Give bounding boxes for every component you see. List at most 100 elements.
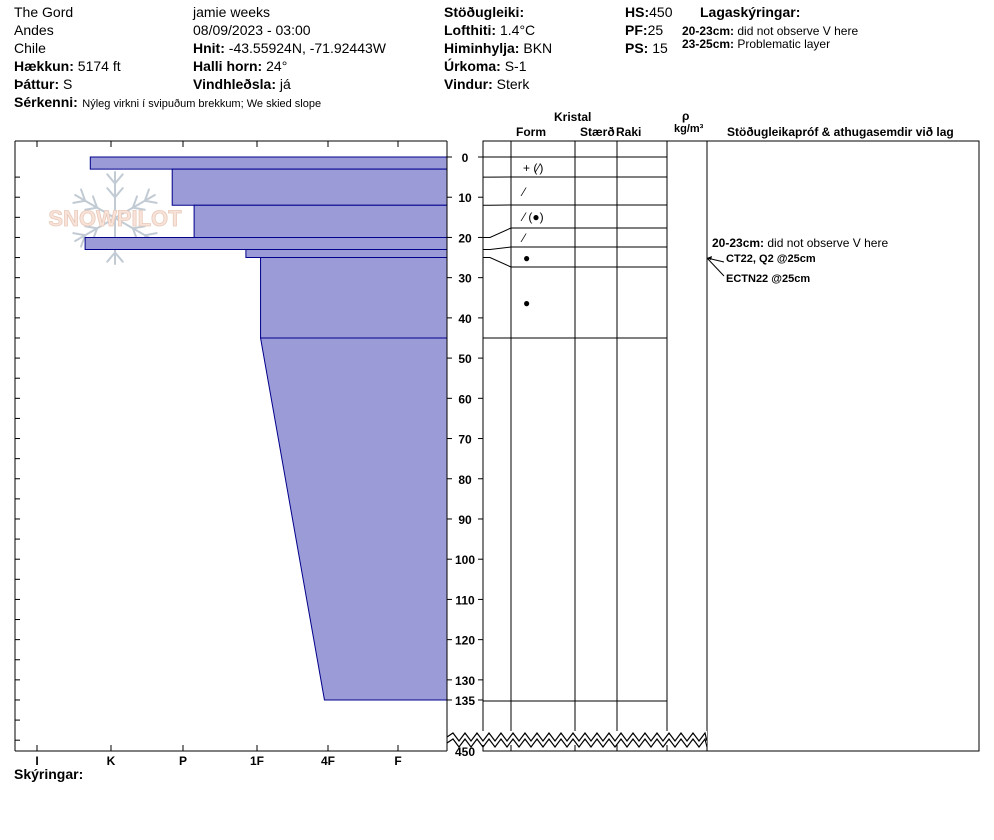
features-label: Sérkenni:	[14, 94, 78, 110]
hardness-axis: I K P 1F 4F F	[35, 141, 402, 768]
hardness-layer	[171, 168, 448, 206]
hardness-layer	[193, 204, 448, 238]
sky-cover-value: BKN	[523, 40, 553, 56]
features: Sérkenni: Nýleg virkni í svipuðum brekku…	[14, 95, 321, 111]
hardness-frame	[14, 140, 447, 752]
snowflake-icon	[131, 195, 139, 209]
zigzag-gap	[448, 731, 707, 745]
wind-loading: Vindhleðsla: já	[193, 77, 291, 91]
arrow-icon	[707, 256, 712, 260]
pf-value: 25	[647, 22, 664, 38]
snowflake-icon	[131, 206, 146, 211]
snowflake-icon	[106, 173, 116, 185]
precipitation-label: Úrkoma:	[444, 58, 501, 74]
coordinates-label: Hnit:	[193, 40, 225, 56]
depth-tick-label: 135	[455, 694, 475, 708]
slope-angle: Halli horn: 24°	[193, 59, 287, 73]
depth-connector	[483, 257, 512, 268]
depth-break-zigzag	[446, 731, 708, 748]
table-outline	[482, 140, 980, 752]
snowflake-icon	[84, 206, 99, 211]
stability-label: Stöðugleiki:	[444, 4, 525, 20]
slope-angle-value: 24°	[266, 58, 288, 74]
precipitation: Úrkoma: S-1	[444, 59, 526, 73]
snowflake-icon	[80, 234, 87, 248]
layer-note-item: 23-25cm: Problematic layer	[682, 38, 830, 50]
hs-label: HS:	[625, 4, 650, 20]
density-symbol: ρ	[682, 109, 690, 123]
layer-notes-title: Lagaskýringar:	[700, 4, 801, 20]
elevation-value: 5174 ft	[77, 58, 121, 74]
depth-connector	[483, 246, 512, 251]
depth-axis: 0 10 20 30 40 50 60 70 80 90 100 110 120 130 135 450	[446, 141, 484, 759]
zigzag-line	[446, 737, 708, 748]
form-header: Form	[516, 125, 546, 139]
snowflake-icon	[106, 187, 116, 199]
wind-value: Sterk	[496, 76, 530, 92]
aspect-label: Þáttur:	[14, 76, 60, 92]
grain-symbol: ⁄	[520, 231, 527, 245]
comment-layer-note-range: 20-23cm:	[712, 236, 764, 250]
depth-tick-label: 100	[455, 553, 475, 567]
hardness-layer	[260, 257, 448, 339]
snowflake-icon	[74, 194, 116, 219]
snowflake-icon	[114, 187, 124, 199]
legend-label: Skýringar:	[14, 766, 84, 782]
layer-note-item: 20-23cm: did not observe V here	[682, 25, 858, 37]
hardness-layer	[259, 337, 448, 701]
aspect: Þáttur: S	[14, 77, 72, 91]
wind-label: Vindur:	[444, 76, 493, 92]
layer-note-text: Problematic layer	[737, 37, 831, 51]
grain-rows	[483, 156, 667, 702]
features-value: Nýleg virkni í svipuðum brekkum; We skie…	[82, 98, 322, 110]
snowflake-icon	[80, 188, 87, 202]
air-temperature-label: Lofthiti:	[444, 22, 497, 38]
depth-tick-label: 10	[458, 191, 472, 205]
zigzag-line	[446, 731, 708, 742]
depth-tick-label: 120	[455, 634, 475, 648]
grain-symbol: ⁄ (●)	[520, 210, 544, 224]
observer: jamie weeks	[193, 4, 271, 20]
sky-cover-label: Himinhylja:	[444, 40, 520, 56]
wind: Vindur: Sterk	[444, 77, 529, 91]
ps-label: PS:	[625, 40, 649, 56]
grain-symbol: + (⁄)	[523, 161, 543, 175]
wind-loading-label: Vindhleðsla:	[193, 76, 276, 92]
ps-value: 15	[652, 40, 668, 56]
aspect-value: S	[63, 76, 73, 92]
depth-tick-label: 70	[458, 433, 472, 447]
elevation-label: Hækkun:	[14, 58, 74, 74]
layer-comment-markers	[706, 256, 725, 277]
datetime: 08/09/2023 - 03:00	[193, 22, 311, 38]
crystal-header: Kristal	[554, 110, 592, 124]
snowflake-icon	[72, 232, 87, 237]
snowflake-icon	[106, 251, 116, 263]
grain-symbol: ●	[523, 296, 530, 310]
wind-loading-value: já	[279, 76, 291, 92]
snowflake-icon	[74, 217, 116, 242]
density-unit: kg/m³	[674, 123, 704, 135]
ps: PS: 15	[625, 41, 668, 55]
depth-tick-label: 20	[458, 231, 472, 245]
snowflake-icon	[91, 195, 99, 209]
depth-ticks-left	[15, 176, 20, 741]
test-pointer-line	[706, 257, 725, 277]
precipitation-value: S-1	[504, 58, 527, 74]
location-name: The Gord	[14, 4, 74, 20]
air-temperature: Lofthiti: 1.4°C	[444, 23, 535, 37]
snowflake-icon	[114, 173, 124, 185]
snowflake-icon	[114, 194, 156, 219]
pf-label: PF:	[625, 22, 648, 38]
hardness-tick-label: I	[35, 754, 38, 768]
depth-tick-label: 50	[458, 352, 472, 366]
depth-tick-label: 80	[458, 473, 472, 487]
grain-symbol: ⁄	[520, 185, 527, 199]
total-depth-label: 450	[455, 745, 475, 759]
mountain-range: Andes	[14, 22, 54, 38]
hardness-layer	[89, 156, 448, 170]
tests-header: Stöðugleikapróf & athugasemdir við lag	[727, 125, 954, 139]
moisture-header: Raki	[616, 125, 642, 139]
coordinates-value: -43.55924N, -71.92443W	[228, 40, 386, 56]
grain-symbol: ●	[523, 251, 530, 265]
